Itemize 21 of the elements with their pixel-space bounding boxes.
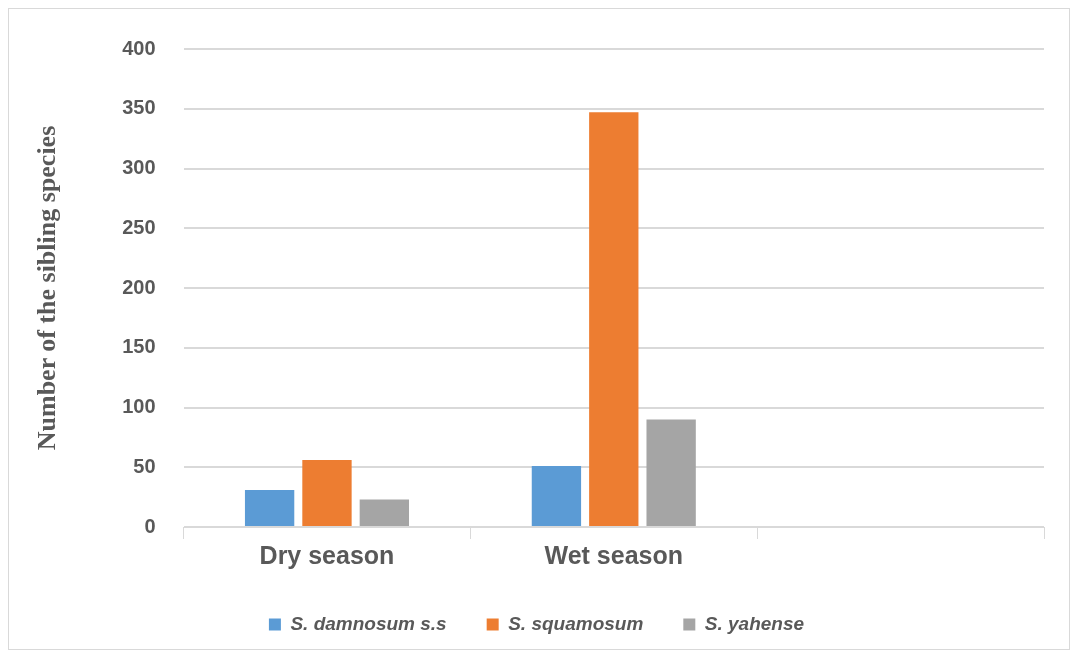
- bar: [531, 466, 582, 526]
- y-tick-label: 0: [144, 514, 156, 537]
- y-tick-label: 400: [122, 36, 156, 59]
- bar: [244, 489, 295, 526]
- y-tick-label: 250: [122, 215, 156, 238]
- bar: [359, 499, 409, 526]
- y-tick-label: 100: [122, 395, 156, 418]
- bar: [646, 419, 696, 526]
- y-tick-label: 350: [122, 96, 156, 119]
- y-tick-label: 200: [122, 275, 156, 298]
- y-tick-label: 50: [133, 454, 156, 477]
- bar: [589, 112, 639, 526]
- legend-label: S. damnosum s.s: [290, 612, 447, 634]
- y-axis-title: Number of the sibling species: [32, 125, 62, 451]
- bar: [302, 460, 352, 526]
- x-tick-label: Dry season: [259, 540, 395, 569]
- legend-label: S. squamosum: [508, 612, 644, 634]
- y-tick-label: 150: [122, 335, 156, 358]
- y-tick-label: 300: [122, 156, 156, 179]
- x-tick-label: Wet season: [544, 540, 684, 569]
- legend-label: S. yahense: [704, 612, 805, 634]
